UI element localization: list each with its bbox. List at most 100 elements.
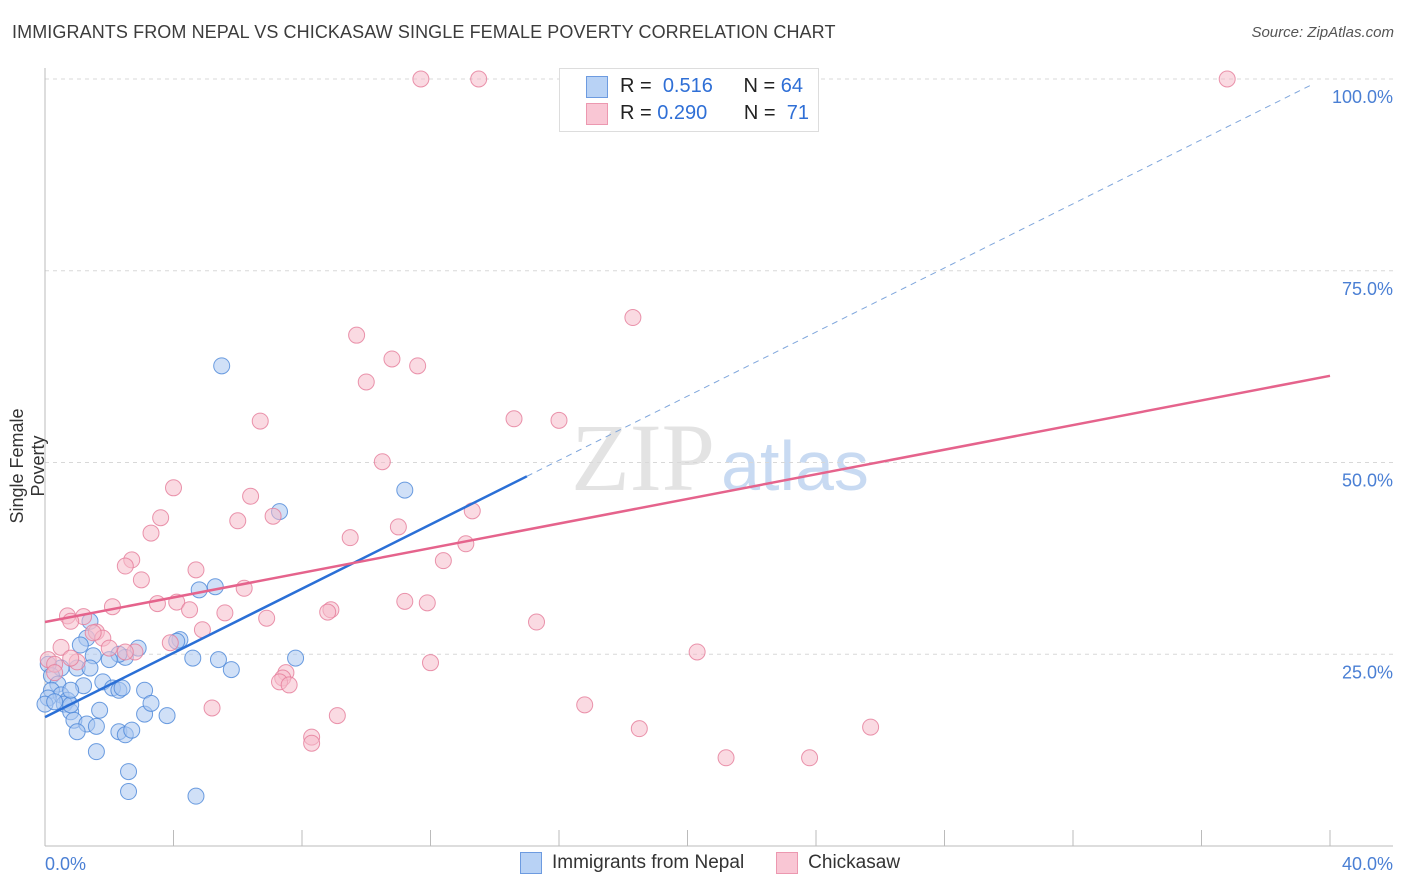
- chickasaw-point: [242, 487, 260, 505]
- y-tick-label: 75.0%: [1342, 279, 1393, 299]
- chickasaw-point: [216, 604, 234, 622]
- chickasaw-point: [422, 654, 439, 672]
- bottom-legend: Immigrants from Nepal Chickasaw: [520, 852, 900, 874]
- r-label: R =: [620, 102, 652, 124]
- nepal-point: [91, 701, 109, 719]
- chickasaw-point: [505, 410, 523, 428]
- watermark: ZIPatlas: [571, 404, 869, 511]
- chickasaw-point: [341, 529, 359, 547]
- chickasaw-point: [103, 598, 121, 616]
- chickasaw-point: [161, 634, 179, 652]
- y-tick-label: 50.0%: [1342, 471, 1393, 491]
- nepal-point: [68, 723, 86, 741]
- nepal-point: [123, 721, 141, 739]
- chickasaw-point: [383, 350, 401, 368]
- legend-nepal-label: Immigrants from Nepal: [552, 852, 745, 873]
- chickasaw-point: [100, 639, 118, 657]
- chickasaw-point: [52, 638, 70, 656]
- chickasaw-point: [181, 601, 199, 619]
- chickasaw-swatch: [586, 102, 608, 125]
- n-label: N =: [743, 102, 776, 124]
- nepal-point: [222, 661, 240, 679]
- nepal-point: [46, 693, 64, 711]
- chickasaw-point: [319, 603, 337, 621]
- x-tick-label: 40.0%: [1342, 854, 1393, 874]
- chickasaw-point: [434, 552, 452, 570]
- chickasaw-point: [132, 571, 150, 589]
- chickasaw-point: [389, 518, 407, 536]
- chickasaw-point: [409, 357, 427, 375]
- chickasaw-point: [630, 720, 648, 738]
- nepal-point: [71, 636, 89, 654]
- legend-chickasaw-label: Chickasaw: [808, 852, 901, 873]
- chickasaw-point: [396, 592, 414, 610]
- chickasaw-point: [46, 664, 64, 682]
- source-label: Source: ZipAtlas.com: [1251, 24, 1394, 41]
- chickasaw-swatch: [776, 852, 799, 874]
- nepal-point: [87, 717, 105, 735]
- chickasaw-point: [165, 479, 182, 497]
- r-label: R =: [620, 75, 652, 97]
- chickasaw-point: [264, 507, 282, 525]
- chickasaw-point: [1218, 70, 1236, 88]
- r-value: 0.290: [657, 102, 708, 124]
- chickasaw-point: [348, 326, 366, 344]
- nepal-trend-line: [44, 475, 528, 719]
- chickasaw-point: [142, 524, 160, 542]
- chickasaw-point: [624, 309, 642, 327]
- nepal-point: [120, 783, 138, 801]
- nepal-point: [120, 763, 138, 781]
- nepal-swatch: [586, 75, 608, 98]
- chickasaw-point: [84, 624, 102, 642]
- legend-row-chickasaw: R = 0.290 N = 71: [586, 102, 809, 125]
- chickasaw-point: [801, 749, 819, 767]
- nepal-point: [287, 649, 305, 667]
- nepal-trend-extension: [526, 83, 1315, 477]
- y-tick-label: 100.0%: [1332, 87, 1393, 107]
- chart-title: IMMIGRANTS FROM NEPAL VS CHICKASAW SINGL…: [12, 22, 836, 42]
- chickasaw-point: [152, 509, 170, 527]
- n-value: 64: [780, 75, 803, 97]
- nepal-point: [213, 357, 231, 375]
- chickasaw-point: [187, 561, 205, 579]
- nepal-point: [190, 581, 208, 599]
- chickasaw-point: [116, 557, 134, 575]
- chickasaw-point: [303, 734, 321, 752]
- chickasaw-point: [258, 609, 276, 627]
- chickasaw-point: [357, 373, 375, 391]
- chickasaw-point: [116, 643, 134, 661]
- chickasaw-point: [412, 70, 430, 88]
- nepal-point: [142, 694, 160, 712]
- nepal-point: [158, 707, 176, 725]
- chickasaw-point: [418, 594, 436, 612]
- chickasaw-point: [528, 613, 546, 631]
- chickasaw-point: [717, 749, 735, 767]
- chickasaw-point: [550, 411, 568, 429]
- chickasaw-point: [62, 649, 80, 667]
- chickasaw-point: [470, 70, 488, 88]
- chickasaw-point: [862, 718, 880, 736]
- chickasaw-point: [251, 412, 269, 430]
- chickasaw-point: [576, 696, 594, 714]
- nepal-point: [62, 681, 80, 699]
- legend: R = 0.516 N = 64 R = 0.290 N = 71: [559, 68, 819, 132]
- chickasaw-point: [280, 676, 298, 694]
- nepal-point: [87, 743, 105, 761]
- chickasaw-point: [148, 595, 166, 613]
- chickasaw-point: [203, 699, 221, 717]
- chickasaw-point: [229, 512, 247, 530]
- nepal-point: [396, 481, 414, 499]
- n-value: 71: [786, 102, 809, 124]
- chickasaw-point: [328, 707, 346, 725]
- nepal-point: [206, 578, 224, 596]
- chickasaw-trend-line: [44, 374, 1331, 624]
- chickasaw-point: [373, 453, 391, 471]
- chickasaw-point: [457, 535, 475, 553]
- y-axis-label: Single Female Poverty: [7, 408, 48, 524]
- legend-row-nepal: R = 0.516 N = 64: [586, 75, 803, 98]
- nepal-point: [187, 787, 205, 805]
- x-tick-label: 0.0%: [45, 854, 86, 874]
- r-value: 0.516: [662, 75, 713, 97]
- chickasaw-point: [688, 643, 706, 661]
